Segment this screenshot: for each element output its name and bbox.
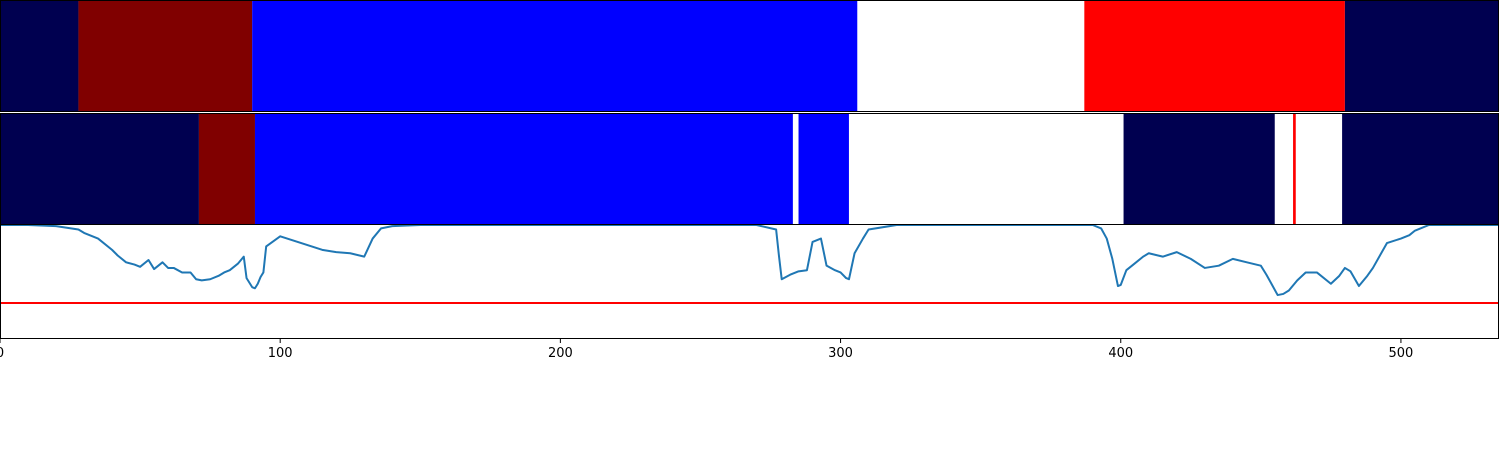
- band-segment-2-8: [1274, 113, 1294, 225]
- color-band-middle: [0, 113, 1499, 225]
- band-segment-1-2: [78, 0, 253, 112]
- band-segment-2-9: [1293, 113, 1296, 225]
- band-segment-1-4: [857, 0, 1085, 112]
- band-frame-2: [0, 113, 1499, 225]
- x-tick-label-0: 0: [0, 346, 4, 361]
- band-segment-1-1: [0, 0, 79, 112]
- band-segment-1-3: [252, 0, 858, 112]
- band-segment-2-6: [848, 113, 1124, 225]
- band-segment-2-4: [792, 113, 799, 225]
- band-segment-2-10: [1295, 113, 1343, 225]
- band-segment-2-2: [198, 113, 255, 225]
- band-segment-2-3: [254, 113, 793, 225]
- band-segment-1-6: [1344, 0, 1499, 112]
- band-segment-2-11: [1342, 113, 1499, 225]
- x-tick-label-500: 500: [1389, 346, 1414, 361]
- x-tick-label-100: 100: [268, 346, 293, 361]
- line-plot-panel: [0, 225, 1499, 339]
- color-band-top: [0, 0, 1499, 112]
- band-segment-1-5: [1084, 0, 1345, 112]
- x-tick-label-400: 400: [1108, 346, 1133, 361]
- band-frame-1: [0, 0, 1499, 112]
- band-segment-2-7: [1123, 113, 1275, 225]
- x-axis: 0 100 200 300 400 500: [0, 338, 1413, 361]
- x-tick-label-200: 200: [548, 346, 573, 361]
- band-segment-2-5: [798, 113, 849, 225]
- signal-series-line-1: [0, 225, 1499, 297]
- x-tick-label-300: 300: [828, 346, 853, 361]
- band-segment-2-1: [0, 113, 199, 225]
